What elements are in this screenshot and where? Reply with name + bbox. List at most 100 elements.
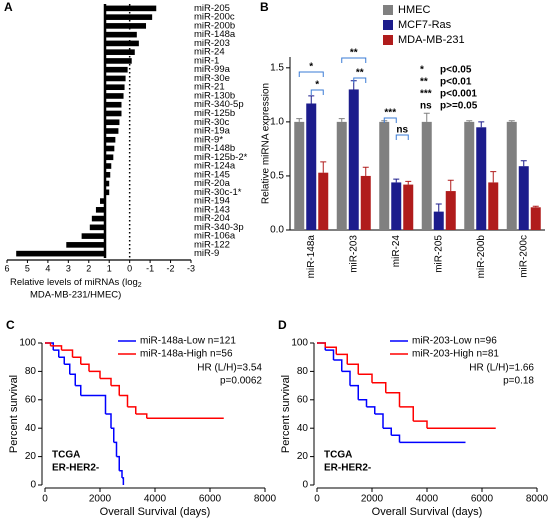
category-label: miR-124a [194,161,236,172]
panel-label: B [260,0,269,14]
survival-step [80,363,90,372]
category-label: miR-200c [518,235,529,278]
x-tick-label: 8000 [254,494,277,505]
bar [336,121,347,230]
category-label: miR-205 [194,3,230,14]
category-label: miR-125b-2* [194,152,248,163]
error-bar [435,203,442,212]
significance-bracket [310,89,324,95]
significance-label: * [315,80,319,91]
y-tick-label: 20 [297,451,309,462]
x-tick-label: 3 [66,263,71,273]
y-tick-label: 1.0 [270,117,284,128]
y-tick-label: 60 [25,394,37,405]
category-label: miR-30c [194,117,230,128]
survival-step [325,346,337,355]
inset-text: TCGA [52,450,80,461]
category-label: miR-148a [194,29,236,40]
legend-label: miR-148a-High n=56 [140,349,233,360]
legend-label: miR-203-High n=81 [412,349,499,360]
error-bar [296,118,303,122]
x-tick-label: -2 [167,263,175,273]
survival-step [122,477,125,485]
significance-label: ** [356,68,364,79]
error-bar [466,120,473,122]
bar [488,182,499,230]
survival-step [116,455,120,471]
x-tick-label: -1 [146,263,154,273]
y-tick-label: 1.5 [270,62,284,73]
bar [105,101,122,108]
x-tick-label: 5 [25,263,30,273]
legend-label: miR-203-Low n=96 [412,336,497,347]
survival-step [61,349,74,358]
x-tick-label: 1 [107,263,112,273]
category-label: miR-200b [476,235,487,279]
category-label: miR-200c [194,12,235,23]
stat-text: p=0.18 [503,376,534,387]
significance-label: ** [350,48,358,59]
bar [105,66,128,73]
error-bar [393,178,400,183]
bar [403,184,414,230]
survival-step [325,349,335,361]
survival-step [64,363,71,375]
inset-text: ER-HER2- [52,463,99,474]
error-bar [308,95,315,104]
bar [518,166,529,230]
category-label: miR-203 [348,235,359,273]
category-label: miR-106a [194,231,236,242]
survival-step [127,406,137,414]
inset-text: ER-HER2- [324,463,371,474]
legend-label: MCF7-Ras [398,19,452,31]
bar [105,154,114,161]
x-tick-label: 4000 [144,494,167,505]
category-label: miR-24 [194,47,225,58]
bar [105,14,153,20]
key-text: p<0.001 [440,89,477,100]
y-tick-label: 60 [297,394,309,405]
bar [105,75,126,82]
category-label: miR-148a [306,235,317,279]
significance-bracket [353,77,367,83]
x-tick-label: 6000 [471,494,494,505]
bar [445,191,456,230]
x-axis-label: Overall Survival (days) [100,506,211,518]
inset-text: TCGA [324,450,352,461]
survival-step [358,399,368,407]
category-label: miR-194 [194,196,230,207]
category-label: miR-9* [194,134,223,145]
bar [105,40,139,47]
x-tick-label: 2000 [89,494,112,505]
bar [391,182,402,230]
x-axis-label: Overall Survival (days) [372,506,483,518]
bar [81,233,105,239]
bar [105,31,137,38]
category-label: miR-205 [433,235,444,273]
category-label: miR-125b [194,108,235,119]
bar [105,128,119,134]
stat-text: p=0.0062 [220,376,262,387]
error-bar [423,112,430,122]
survival-step [75,384,82,396]
bar [360,175,371,230]
survival-step [366,406,376,414]
y-tick-label: 40 [25,423,37,434]
survival-step [135,413,148,419]
survival-step [69,373,76,386]
survival-step [113,441,118,457]
bar [100,198,105,204]
y-axis-label: Relative miRNA expression [261,83,272,204]
category-label: miR-30c-1* [194,187,242,198]
survival-step [100,394,107,414]
bar [306,103,317,230]
survival-step [89,370,101,379]
y-tick-label: 0 [30,480,36,491]
category-label: miR-148b [194,143,235,154]
y-axis-label: Percent survival [280,375,292,453]
y-axis-label: Percent survival [8,375,20,453]
bar [105,171,111,178]
y-tick-label: 0.0 [270,225,284,236]
survival-step [374,413,384,429]
